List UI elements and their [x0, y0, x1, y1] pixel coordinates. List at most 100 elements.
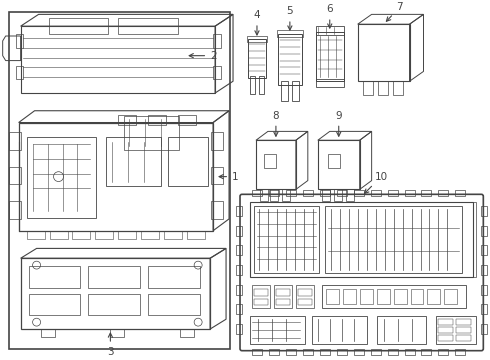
- Bar: [337, 349, 347, 355]
- Bar: [444, 289, 457, 305]
- Bar: [178, 115, 196, 125]
- Bar: [411, 289, 423, 305]
- Bar: [439, 319, 453, 325]
- Bar: [456, 335, 471, 341]
- Bar: [303, 349, 313, 355]
- Bar: [89, 266, 140, 288]
- Text: 7: 7: [387, 3, 403, 21]
- Bar: [346, 189, 354, 201]
- Bar: [481, 246, 488, 255]
- Bar: [180, 329, 194, 337]
- Bar: [49, 231, 68, 239]
- Bar: [312, 316, 367, 344]
- Bar: [363, 81, 372, 95]
- Bar: [187, 231, 205, 239]
- Bar: [326, 289, 339, 305]
- Bar: [276, 298, 290, 305]
- Bar: [322, 285, 466, 309]
- Bar: [252, 349, 262, 355]
- Bar: [439, 349, 448, 355]
- Bar: [270, 189, 278, 201]
- Text: 1: 1: [219, 172, 239, 182]
- Bar: [119, 115, 136, 125]
- Bar: [252, 190, 262, 196]
- Bar: [316, 26, 343, 35]
- Bar: [322, 189, 330, 201]
- Bar: [481, 324, 488, 334]
- Bar: [16, 34, 23, 48]
- Bar: [236, 324, 242, 334]
- Bar: [269, 190, 279, 196]
- Bar: [393, 289, 407, 305]
- Bar: [378, 81, 388, 95]
- Bar: [303, 190, 313, 196]
- Bar: [456, 319, 471, 325]
- Bar: [28, 294, 80, 315]
- Bar: [405, 349, 415, 355]
- Text: 4: 4: [254, 10, 260, 35]
- Bar: [439, 335, 453, 341]
- Bar: [343, 289, 356, 305]
- Bar: [439, 327, 453, 333]
- Bar: [377, 289, 390, 305]
- Bar: [236, 305, 242, 314]
- Bar: [269, 349, 279, 355]
- Bar: [250, 76, 255, 94]
- Bar: [320, 190, 330, 196]
- Bar: [236, 226, 242, 236]
- Bar: [360, 289, 372, 305]
- Bar: [278, 34, 302, 85]
- Bar: [473, 202, 476, 277]
- Bar: [286, 349, 296, 355]
- Bar: [298, 289, 312, 296]
- Bar: [248, 39, 266, 78]
- Bar: [254, 206, 319, 273]
- Bar: [277, 30, 303, 37]
- Bar: [405, 190, 415, 196]
- Bar: [421, 349, 432, 355]
- Bar: [260, 189, 268, 201]
- Bar: [298, 298, 312, 305]
- Text: 8: 8: [272, 111, 279, 136]
- Bar: [481, 285, 488, 294]
- Bar: [213, 66, 221, 79]
- Bar: [148, 294, 200, 315]
- Bar: [247, 36, 267, 42]
- Bar: [254, 289, 268, 296]
- Bar: [421, 190, 432, 196]
- Bar: [439, 190, 448, 196]
- Bar: [388, 190, 397, 196]
- Text: 10: 10: [365, 172, 388, 193]
- Bar: [236, 265, 242, 275]
- Bar: [481, 265, 488, 275]
- Bar: [96, 231, 113, 239]
- Bar: [259, 76, 264, 94]
- Bar: [110, 329, 124, 337]
- Bar: [264, 154, 276, 168]
- Bar: [337, 190, 347, 196]
- Bar: [354, 190, 364, 196]
- Bar: [26, 137, 97, 218]
- Bar: [41, 329, 54, 337]
- Bar: [9, 12, 230, 349]
- Bar: [9, 167, 21, 184]
- Bar: [26, 231, 45, 239]
- Bar: [119, 231, 136, 239]
- Bar: [354, 349, 364, 355]
- Bar: [28, 266, 80, 288]
- Bar: [388, 349, 397, 355]
- Bar: [148, 115, 166, 125]
- Bar: [254, 298, 268, 305]
- Bar: [286, 190, 296, 196]
- Bar: [392, 81, 403, 95]
- Bar: [316, 79, 343, 87]
- Bar: [481, 206, 488, 216]
- Bar: [236, 206, 242, 216]
- Bar: [370, 190, 381, 196]
- Bar: [124, 116, 179, 150]
- Text: 6: 6: [326, 4, 333, 28]
- Bar: [256, 140, 296, 189]
- Bar: [320, 349, 330, 355]
- Bar: [370, 349, 381, 355]
- Text: 3: 3: [107, 333, 114, 357]
